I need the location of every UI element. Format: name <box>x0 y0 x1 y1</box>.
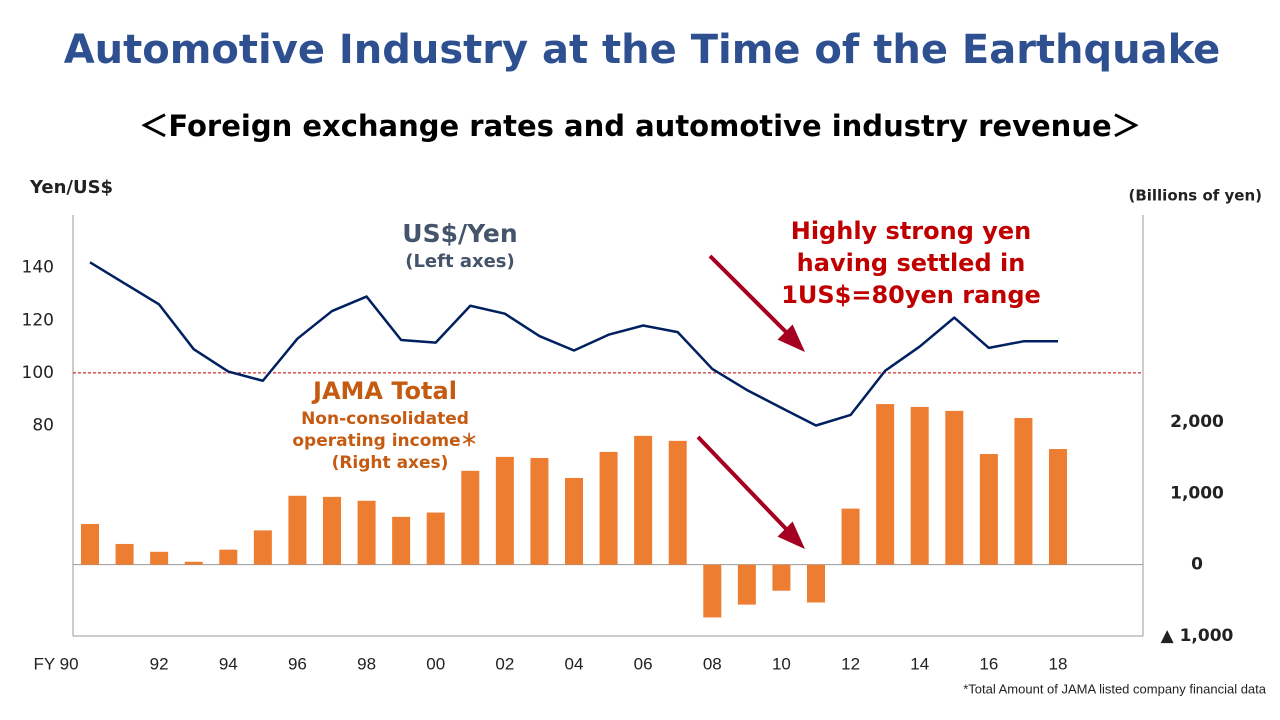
y2-tick-label: 0 <box>1191 555 1203 575</box>
annotation: (Right axes) <box>332 453 449 473</box>
x-tick-label: 08 <box>703 654 722 673</box>
x-tick-label: 94 <box>219 654 238 673</box>
annotation: 1US$=80yen range <box>781 281 1041 309</box>
bar <box>357 500 376 565</box>
arrow <box>696 435 792 535</box>
y-tick-label: 80 <box>32 416 54 436</box>
line-series-label: US$/Yen <box>402 219 517 248</box>
y-tick-label: 100 <box>22 363 54 383</box>
bar <box>461 470 480 565</box>
y-axis-label: Yen/US$ <box>29 177 113 198</box>
y2-tick-label: 1,000 <box>1170 483 1224 503</box>
bar <box>668 440 687 565</box>
bar <box>1049 449 1067 565</box>
bar <box>910 406 929 565</box>
y2-axis-label: (Billions of yen) <box>1128 187 1262 205</box>
bar <box>150 551 169 565</box>
arrow-head <box>777 324 805 352</box>
bar <box>288 495 307 565</box>
chart-subtitle: ＜Foreign exchange rates and automotive i… <box>139 109 1140 143</box>
bar <box>703 564 722 618</box>
bar <box>495 456 514 565</box>
bar <box>530 457 549 565</box>
bar <box>807 564 825 603</box>
bar <box>253 530 272 565</box>
bar-series-label: JAMA Total <box>311 377 457 405</box>
bar <box>876 404 895 565</box>
x-tick-label: 04 <box>565 654 584 673</box>
bar <box>1014 418 1033 565</box>
x-tick-label: 18 <box>1049 654 1068 673</box>
annotation: operating income＊ <box>292 431 477 451</box>
arrows <box>696 254 805 549</box>
bar <box>115 543 134 565</box>
annotation: Non-consolidated <box>301 409 469 429</box>
bar <box>772 564 791 591</box>
bar <box>323 496 341 565</box>
bar <box>737 564 756 605</box>
bar <box>81 523 99 565</box>
bar <box>392 516 411 565</box>
y2-tick-label: 2,000 <box>1170 412 1224 432</box>
y-tick-label: 140 <box>22 258 54 278</box>
bar <box>426 512 445 565</box>
y2-tick-label: ▲ 1,000 <box>1161 626 1234 646</box>
x-tick-label: 10 <box>772 654 791 673</box>
bar <box>945 410 964 565</box>
y-tick-label: 120 <box>22 310 54 330</box>
footnote: *Total Amount of JAMA listed company fin… <box>963 681 1267 696</box>
x-tick-label: 14 <box>910 654 929 673</box>
bar <box>219 549 238 565</box>
x-tick-label: 16 <box>979 654 998 673</box>
x-tick-label: 12 <box>841 654 860 673</box>
x-tick-label: 06 <box>634 654 653 673</box>
annotation: having settled in <box>797 249 1026 277</box>
bar <box>184 561 203 565</box>
x-tick-label: 98 <box>357 654 376 673</box>
bar <box>565 477 583 565</box>
x-tick-label: 00 <box>426 654 445 673</box>
x-tick-label: FY 90 <box>33 654 78 673</box>
x-tick-label: 96 <box>288 654 307 673</box>
annotation: Highly strong yen <box>791 217 1032 245</box>
x-tick-label: 02 <box>495 654 514 673</box>
chart-title: Automotive Industry at the Time of the E… <box>64 27 1221 73</box>
bar <box>979 454 998 565</box>
bar <box>599 451 618 565</box>
bar <box>634 435 653 565</box>
arrow <box>708 254 792 338</box>
arrow-head <box>777 521 805 549</box>
line <box>89 261 1058 427</box>
x-tick-label: 92 <box>150 654 169 673</box>
annotation: (Left axes) <box>405 251 515 272</box>
bar <box>841 508 860 565</box>
